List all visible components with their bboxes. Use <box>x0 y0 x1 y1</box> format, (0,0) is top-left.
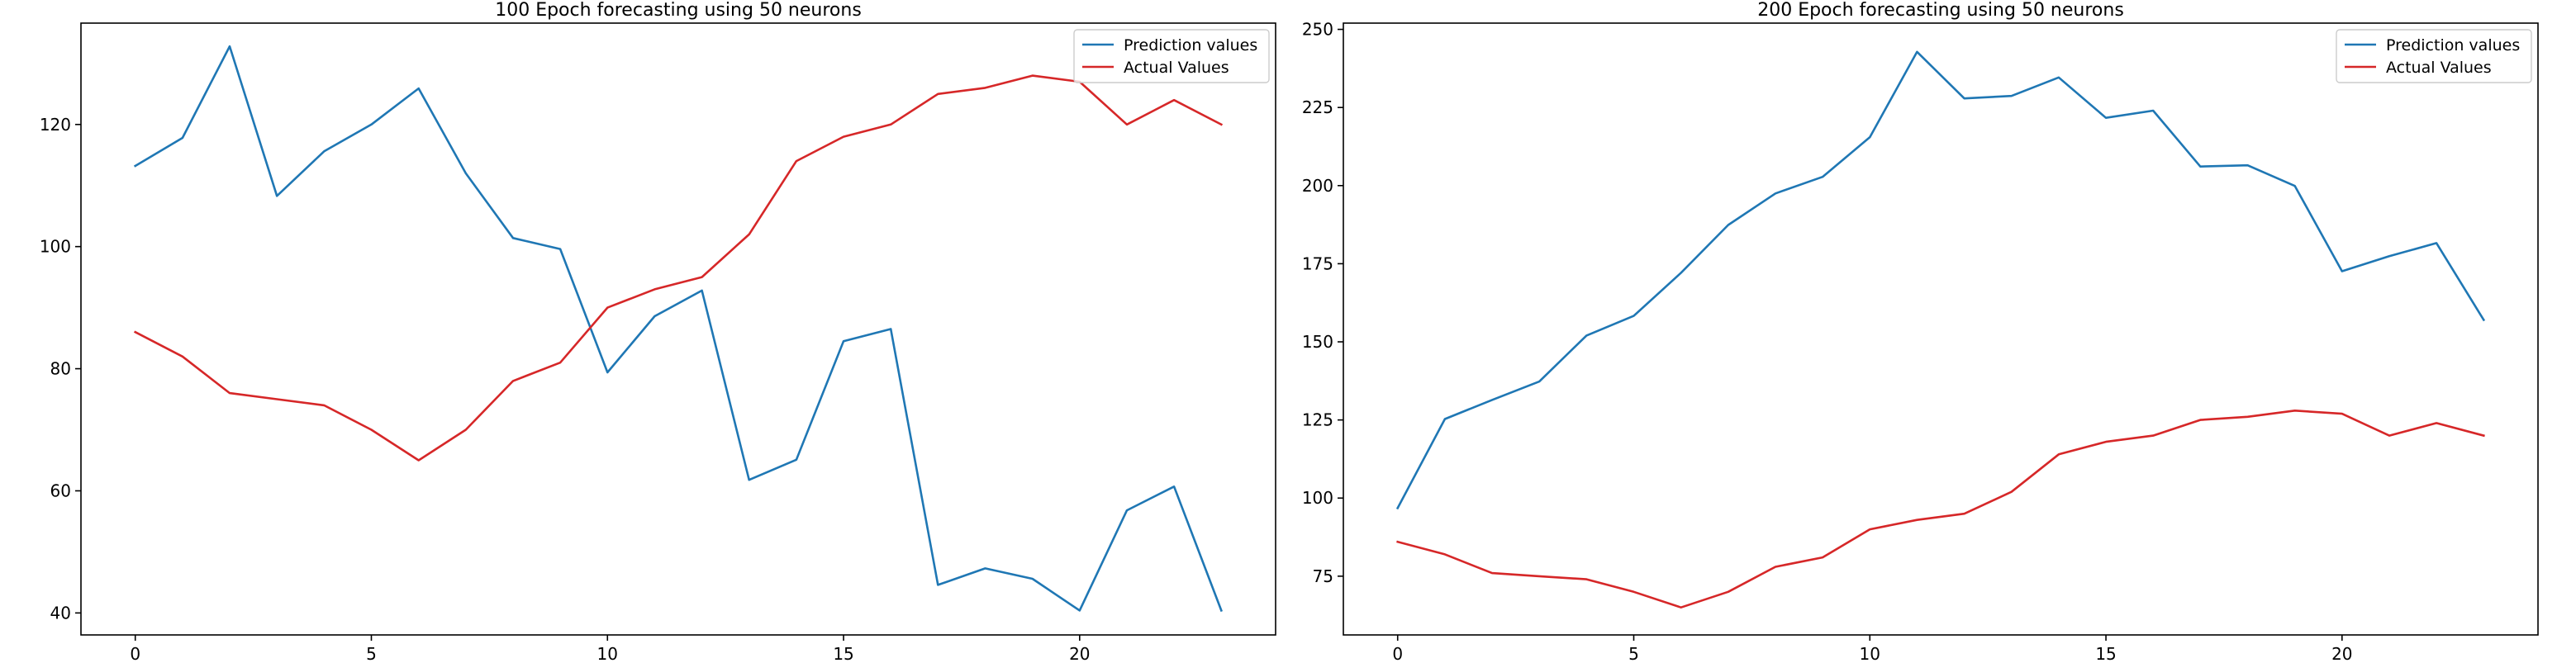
series-line-actual <box>133 74 1224 462</box>
y-tick-label: 175 <box>1302 253 1333 273</box>
axes-frame <box>1343 22 2539 636</box>
y-tick-label: 150 <box>1302 332 1333 352</box>
chart-panel-1: 0 5 10 15 20 40 60 80 100 120 100 Epoch forecastin… <box>40 0 1276 663</box>
legend-label-prediction: Prediction values <box>1124 36 1257 54</box>
chart-title: 100 Epoch forecasting using 50 neurons <box>495 0 862 21</box>
series-line-prediction <box>133 45 1223 613</box>
y-tick-label: 120 <box>40 115 71 135</box>
y-tick-label: 40 <box>50 603 71 623</box>
x-tick-label: 5 <box>366 644 377 663</box>
axes-frame <box>80 22 1276 636</box>
legend-box <box>2336 29 2532 83</box>
series-line-prediction <box>1395 50 2486 510</box>
series-line-actual <box>1396 409 2485 609</box>
legend: Prediction values Actual Values <box>1073 29 1270 83</box>
y-tick-label: 100 <box>40 237 71 257</box>
legend-box <box>1073 29 1270 83</box>
legend-label-prediction: Prediction values <box>2386 36 2520 54</box>
chart-title: 200 Epoch forecasting using 50 neurons <box>1757 0 2124 21</box>
chart-panel-2: 0 5 10 15 20 75 100 125 150 175 200 225 250 200 Epoch… <box>1302 0 2539 663</box>
x-tick-label: 10 <box>1860 644 1880 663</box>
x-tick-label: 20 <box>2331 644 2352 663</box>
y-tick-label: 250 <box>1302 20 1333 40</box>
x-tick-label: 10 <box>597 644 618 663</box>
y-tick-label: 60 <box>50 481 71 500</box>
y-tick-label: 200 <box>1302 176 1333 196</box>
x-tick-label: 0 <box>130 644 140 663</box>
x-tick-label: 0 <box>1392 644 1403 663</box>
legend: Prediction values Actual Values <box>2336 29 2532 83</box>
x-tick-label: 20 <box>1069 644 1090 663</box>
y-tick-label: 100 <box>1302 488 1333 508</box>
x-tick-label: 5 <box>1628 644 1639 663</box>
y-tick-label: 80 <box>50 359 71 379</box>
x-tick-label: 15 <box>2095 644 2116 663</box>
legend-label-actual: Actual Values <box>1124 59 1229 77</box>
y-tick-label: 225 <box>1302 97 1333 117</box>
legend-label-actual: Actual Values <box>2386 59 2492 77</box>
x-tick-label: 15 <box>833 644 853 663</box>
y-tick-label: 75 <box>1313 566 1333 586</box>
y-tick-label: 125 <box>1302 410 1333 430</box>
